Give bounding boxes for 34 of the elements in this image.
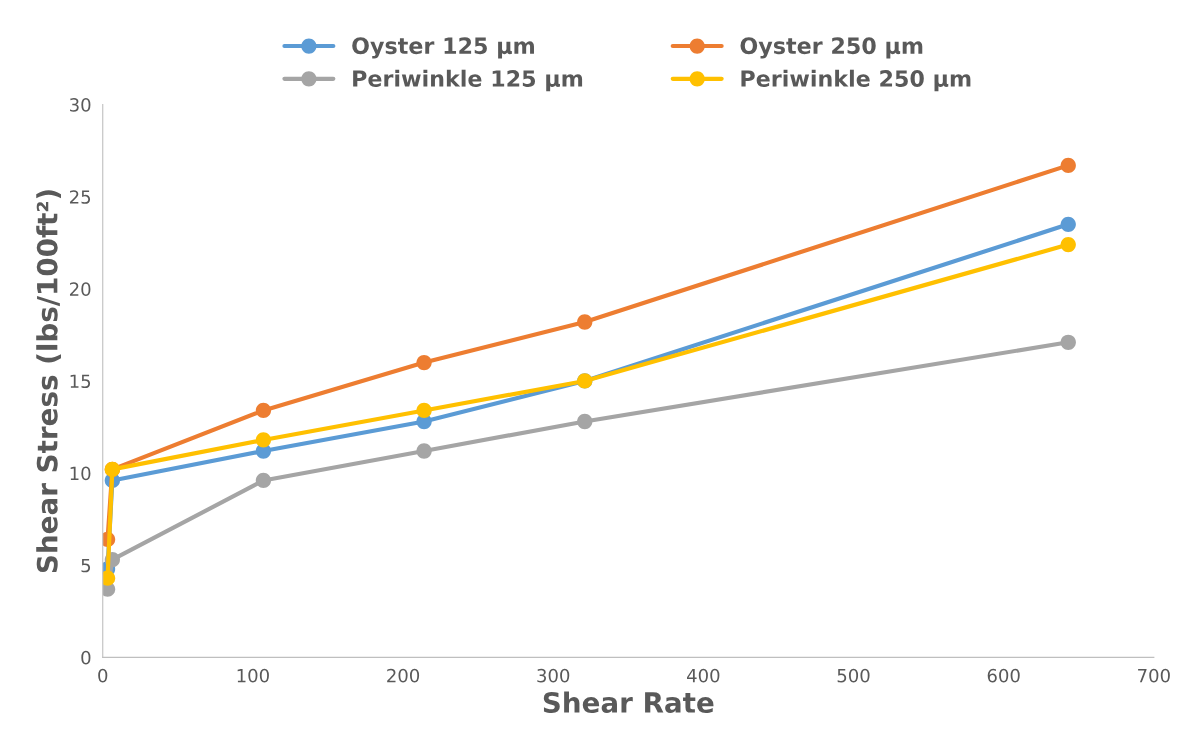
x-tick-label: 100 xyxy=(237,668,269,683)
x-tick-label: 0 xyxy=(98,668,108,683)
point xyxy=(255,402,272,419)
x-tick-label: 500 xyxy=(837,668,870,683)
legend-label: Periwinkle 250 µm xyxy=(741,69,971,92)
x-tick-label: 700 xyxy=(1138,668,1170,683)
x-tick-label: 400 xyxy=(687,668,720,683)
legend-label: Oyster 250 µm xyxy=(740,37,923,59)
point xyxy=(577,413,593,430)
point xyxy=(1060,216,1076,232)
x-tick-label: 200 xyxy=(387,668,420,683)
y-tick-label: 30 xyxy=(70,98,91,112)
point xyxy=(1060,236,1076,253)
point xyxy=(416,443,432,459)
y-tick-label: 25 xyxy=(69,190,91,204)
y-axis-title: Shear Stress (lbs/100ft²) xyxy=(36,190,61,573)
y-tick-label: 0 xyxy=(81,650,91,665)
point xyxy=(577,314,593,330)
y-tick-label: 20 xyxy=(69,282,91,296)
legend-label: Oyster 125 µm xyxy=(352,37,534,59)
point xyxy=(416,402,432,419)
x-tick-label: 600 xyxy=(987,668,1020,683)
y-tick-label: 15 xyxy=(70,374,91,389)
x-tick-label: 300 xyxy=(537,668,570,683)
x-axis-title: Shear Rate xyxy=(543,691,714,713)
y-tick-label: 5 xyxy=(81,558,91,573)
point xyxy=(1060,334,1076,350)
legend-label: Periwinkle 125 µm xyxy=(353,69,583,92)
point xyxy=(255,472,272,489)
point xyxy=(255,432,272,448)
point xyxy=(102,570,116,586)
point xyxy=(1060,157,1076,174)
y-tick-label: 10 xyxy=(70,466,91,481)
point xyxy=(416,354,432,371)
